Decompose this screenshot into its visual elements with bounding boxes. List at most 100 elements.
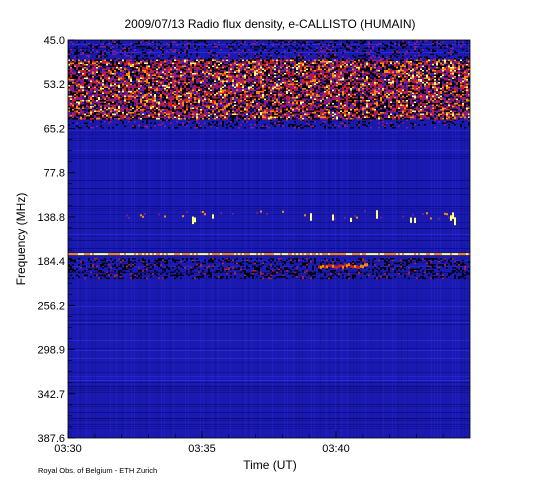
spectrogram-cell <box>112 53 114 55</box>
spectrogram-cell <box>444 86 446 88</box>
spectrogram-cell <box>372 74 374 76</box>
spectrogram-cell <box>276 40 278 42</box>
spectrogram-cell <box>402 70 404 72</box>
spectrogram-cell <box>448 83 450 85</box>
spectrogram-cell <box>128 79 130 81</box>
spectrogram-cell <box>180 91 182 93</box>
spectrogram-cell <box>96 59 98 61</box>
spectrogram-cell <box>112 46 114 48</box>
spectrogram-channel <box>68 376 470 377</box>
spectrogram-cell <box>202 85 204 87</box>
spectrogram-cell <box>314 68 316 70</box>
spectrogram-cell <box>464 89 466 91</box>
spectrogram-cell <box>348 73 350 75</box>
spectrogram-cell <box>110 89 112 91</box>
spectrogram-cell <box>134 71 136 73</box>
spectrogram-cell <box>118 86 120 88</box>
spectrogram-cell <box>298 73 300 75</box>
spectrogram-cell <box>244 62 246 64</box>
spectrogram-cell <box>346 77 348 79</box>
spectrogram-cell <box>298 82 300 84</box>
spectrogram-cell <box>140 41 142 43</box>
spectrogram-cell <box>122 61 124 63</box>
spectrogram-cell <box>242 70 244 72</box>
spectrogram-cell <box>160 61 162 63</box>
spectrogram-cell <box>330 49 332 51</box>
spectrogram-cell <box>444 67 446 69</box>
spectrogram-cell <box>456 59 458 61</box>
spectrogram-cell <box>370 80 372 82</box>
spectrogram-cell <box>364 89 366 91</box>
spectrogram-cell <box>228 92 230 94</box>
spectrogram-cell <box>206 73 208 75</box>
spectrogram-cell <box>152 71 154 73</box>
spectrogram-cell <box>334 62 336 64</box>
spectrogram-cell <box>368 61 370 63</box>
spectrogram-cell <box>254 71 256 73</box>
spectrogram-cell <box>190 61 192 63</box>
spectrogram-cell <box>150 76 152 78</box>
spectrogram-sweep <box>311 40 312 438</box>
spectrogram-cell <box>390 79 392 81</box>
spectrogram-cell <box>256 82 258 84</box>
spectrogram-cell <box>238 77 240 79</box>
spectrogram-cell <box>382 55 384 57</box>
spectrogram-cell <box>96 65 98 67</box>
spectrogram-cell <box>146 68 148 70</box>
spectrogram-cell <box>68 71 70 73</box>
spectrogram-cell <box>120 82 122 84</box>
spectrogram-cell <box>82 47 84 49</box>
spectrogram-cell <box>232 91 234 93</box>
spectrogram-cell <box>406 80 408 82</box>
spectrogram-cell <box>162 50 164 52</box>
spectrogram-cell <box>424 40 426 42</box>
spectrogram-cell <box>136 68 138 70</box>
spectrogram-cell <box>342 77 344 79</box>
spectrogram-cell <box>398 70 400 72</box>
spectrogram-cell <box>370 67 372 69</box>
spectrogram-cell <box>166 79 168 81</box>
spectrogram-cell <box>122 71 124 73</box>
spectrogram-cell <box>236 83 238 85</box>
spectrogram-cell <box>288 91 290 93</box>
spectrogram-cell <box>168 88 170 90</box>
spectrogram-cell <box>414 55 416 57</box>
spectrogram-cell <box>74 73 76 75</box>
spectrogram-cell <box>248 89 250 91</box>
spectrogram-cell <box>258 70 260 72</box>
spectrogram-cell <box>176 80 178 82</box>
spectrogram-cell <box>288 76 290 78</box>
spectrogram-cell <box>240 61 242 63</box>
spectrogram-cell <box>370 65 372 67</box>
spectrogram-cell <box>408 86 410 88</box>
spectrogram-cell <box>130 67 132 69</box>
spectrogram-cell <box>334 40 336 42</box>
spectrogram-cell <box>78 70 80 72</box>
spectrogram-cell <box>84 41 86 43</box>
spectrogram-cell <box>392 64 394 66</box>
spectrogram-cell <box>414 82 416 84</box>
spectrogram-cell <box>154 71 156 73</box>
spectrogram-cell <box>244 74 246 76</box>
spectrogram-cell <box>334 89 336 91</box>
spectrogram-cell <box>356 82 358 84</box>
spectrogram-cell <box>320 70 322 72</box>
spectrogram-cell <box>410 77 412 79</box>
spectrogram-cell <box>96 89 98 91</box>
spectrogram-cell <box>302 62 304 64</box>
spectrogram-cell <box>446 76 448 78</box>
spectrogram-cell <box>406 85 408 87</box>
spectrogram-cell <box>138 62 140 64</box>
spectrogram-cell <box>440 61 442 63</box>
spectrogram-cell <box>370 92 372 94</box>
spectrogram-cell <box>130 64 132 66</box>
spectrogram-cell <box>374 67 376 69</box>
spectrogram-cell <box>214 91 216 93</box>
spectrogram-cell <box>268 82 270 84</box>
spectrogram-sweep <box>260 40 261 438</box>
spectrogram-cell <box>362 43 364 45</box>
spectrogram-cell <box>174 70 176 72</box>
spectrogram-cell <box>150 79 152 81</box>
spectrogram-cell <box>264 71 266 73</box>
spectrogram-cell <box>318 58 320 60</box>
